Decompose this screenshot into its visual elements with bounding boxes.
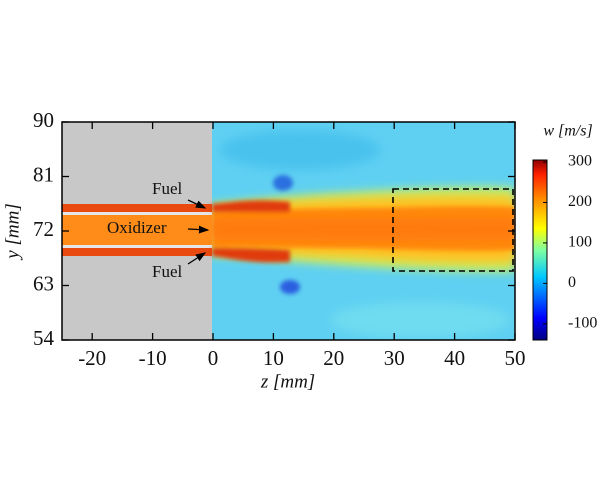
colorbar-tick-label: 100: [568, 234, 592, 251]
x-tick-label: 20: [323, 346, 344, 370]
arrow: [187, 252, 207, 265]
x-tick-label: -10: [139, 346, 167, 370]
region-box: [392, 188, 514, 272]
annotation: Fuel: [152, 262, 183, 281]
colorbar-tick-label: 200: [568, 193, 592, 210]
annotation: Oxidizer: [107, 218, 167, 237]
x-tick-label: 0: [208, 346, 219, 370]
x-tick-label: 50: [505, 346, 526, 370]
y-tick-label: 63: [33, 271, 54, 295]
y-tick-label: 90: [33, 108, 54, 132]
colorbar: [532, 159, 548, 341]
velocity-field: [62, 122, 515, 340]
y-tick-label: 54: [33, 326, 55, 350]
y-axis-label: y [mm]: [2, 203, 23, 260]
arrow: [187, 225, 210, 234]
y-tick-label: 81: [33, 162, 54, 186]
arrow: [187, 199, 207, 209]
x-axis-label: z [mm]: [260, 371, 315, 392]
x-tick-label: 30: [384, 346, 405, 370]
y-tick-label: 72: [33, 217, 54, 241]
colorbar-tick-label: -100: [568, 314, 597, 331]
colorbar-tick-label: 0: [568, 274, 576, 291]
x-tick-label: 10: [263, 346, 284, 370]
x-tick-label: -20: [78, 346, 106, 370]
annotation: Fuel: [152, 179, 183, 198]
x-tick-label: 40: [444, 346, 465, 370]
colorbar-label: w [m/s]: [543, 123, 592, 140]
colorbar-tick-label: 300: [568, 153, 592, 170]
